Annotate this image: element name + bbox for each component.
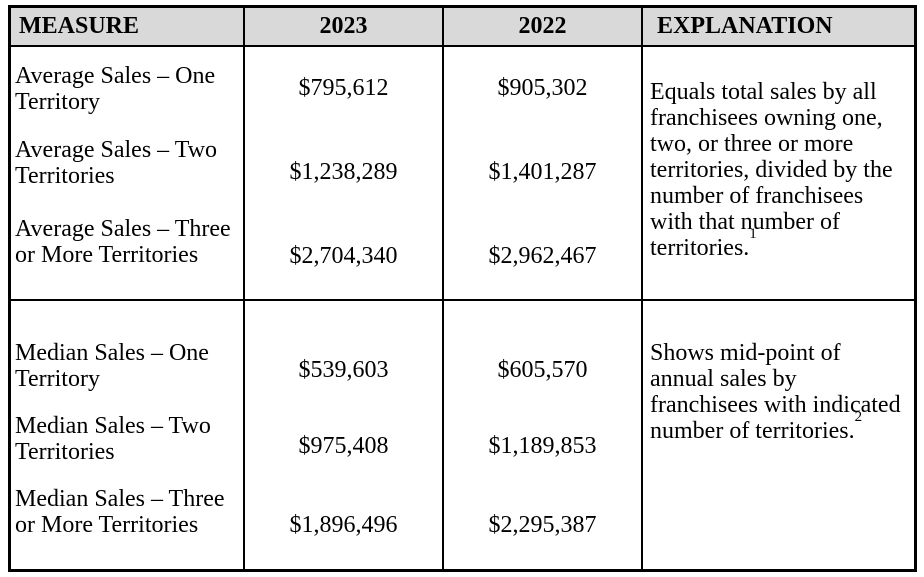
sales-value-2022: $605,570 bbox=[497, 357, 588, 383]
column-header-2023: 2023 bbox=[245, 8, 444, 45]
sales-value-2023: $795,612 bbox=[298, 75, 389, 101]
values-2022-cell: $605,570 $1,189,853 $2,295,387 bbox=[444, 301, 643, 569]
table-section-median-sales: Median Sales – One Territory Median Sale… bbox=[11, 301, 914, 569]
measure-cell: Average Sales – One Territory Average Sa… bbox=[11, 47, 245, 299]
footnote-reference: 2 bbox=[854, 409, 863, 425]
footnote-reference: 1 bbox=[749, 226, 757, 242]
measure-label: Median Sales – Two Territories bbox=[15, 413, 211, 465]
measure-cell: Median Sales – One Territory Median Sale… bbox=[11, 301, 245, 569]
measure-label: Median Sales – One Territory bbox=[15, 340, 209, 392]
sales-value-2023: $539,603 bbox=[298, 357, 389, 383]
sales-value-2022: $1,401,287 bbox=[488, 159, 597, 185]
explanation-text: Shows mid-point of annual sales by franc… bbox=[650, 340, 901, 444]
sales-value-2022: $2,962,467 bbox=[488, 243, 597, 269]
sales-value-2022: $2,295,387 bbox=[488, 512, 597, 538]
sales-value-2023: $975,408 bbox=[298, 433, 389, 459]
sales-value-2023: $1,896,496 bbox=[289, 512, 398, 538]
explanation-text: Equals total sales by all franchisees ow… bbox=[650, 79, 893, 261]
sales-value-2022: $905,302 bbox=[497, 75, 588, 101]
values-2023-cell: $539,603 $975,408 $1,896,496 bbox=[245, 301, 444, 569]
table-header-row: MEASURE 2023 2022 EXPLANATION bbox=[11, 8, 914, 47]
values-2022-cell: $905,302 $1,401,287 $2,962,467 bbox=[444, 47, 643, 299]
column-header-measure: MEASURE bbox=[11, 8, 245, 45]
table-section-average-sales: Average Sales – One Territory Average Sa… bbox=[11, 47, 914, 301]
sales-value-2022: $1,189,853 bbox=[488, 433, 597, 459]
explanation-cell: Equals total sales by all franchisees ow… bbox=[643, 47, 914, 299]
column-header-2022: 2022 bbox=[444, 8, 643, 45]
sales-measures-table: MEASURE 2023 2022 EXPLANATION Average Sa… bbox=[8, 5, 917, 572]
measure-label: Average Sales – One Territory bbox=[15, 63, 216, 115]
values-2023-cell: $795,612 $1,238,289 $2,704,340 bbox=[245, 47, 444, 299]
explanation-cell: Shows mid-point of annual sales by franc… bbox=[643, 301, 914, 569]
measure-label: Average Sales – Three or More Territorie… bbox=[15, 216, 231, 268]
sales-value-2023: $2,704,340 bbox=[289, 243, 398, 269]
measure-label: Average Sales – Two Territories bbox=[15, 137, 218, 189]
measure-label: Median Sales – Three or More Territories bbox=[15, 486, 225, 538]
column-header-explanation: EXPLANATION bbox=[657, 13, 833, 39]
sales-value-2023: $1,238,289 bbox=[289, 159, 398, 185]
